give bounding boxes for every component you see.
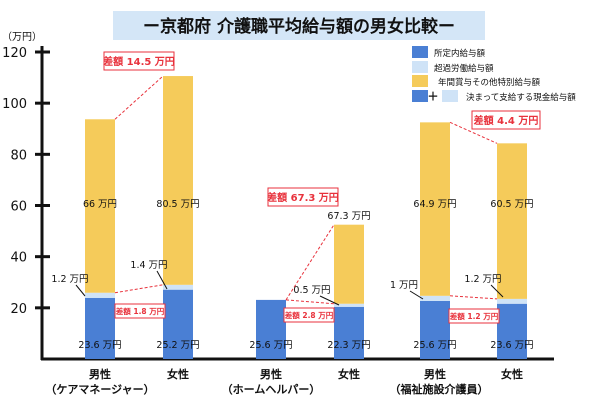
y-axis-unit: （万円） [2, 31, 42, 43]
leader-line [75, 284, 86, 297]
difference-box [283, 307, 335, 323]
base-salary-bar [163, 289, 193, 359]
difference-label: 差額 1.2 万円 [449, 311, 499, 321]
difference-dashed-line [449, 121, 498, 144]
x-category-gender: 女性 [167, 367, 189, 381]
legend-label: 超過労働給与額 [434, 63, 494, 74]
overtime-label: 1.2 万円 [464, 274, 501, 285]
bonus-label: 66 万円 [83, 199, 117, 210]
legend-label: 決まって支給する現金給与額 [466, 92, 576, 103]
difference-dashed-line [285, 299, 335, 305]
leader-line [490, 284, 504, 298]
difference-label: 差額 1.8 万円 [115, 306, 165, 316]
legend-swatch [412, 61, 428, 73]
overtime-bar [334, 303, 364, 307]
overtime-bar [85, 292, 115, 298]
overtime-label: 1.4 万円 [130, 260, 167, 271]
difference-box [114, 303, 166, 319]
legend-swatch [442, 90, 458, 102]
difference-box [267, 187, 339, 207]
legend-label: 所定内給与額 [434, 48, 486, 59]
x-category-occupation: （福祉施設介護員） [390, 382, 489, 396]
legend-swatch [412, 90, 428, 102]
overtime-label: 1 万円 [390, 280, 418, 291]
chart-title: ー京都府 介護職平均給与額の男女比較ー [143, 16, 455, 37]
x-category-gender: 男性 [260, 367, 282, 381]
y-tick-label: 100 [2, 97, 27, 112]
title-background [113, 11, 485, 40]
legend-swatch [412, 75, 428, 87]
difference-dashed-line [114, 75, 164, 120]
difference-label: 差額 2.8 万円 [284, 310, 334, 320]
base-salary-label: 25.6 万円 [413, 340, 456, 351]
base-salary-label: 25.2 万円 [156, 340, 199, 351]
x-category-gender: 女性 [501, 367, 523, 381]
bonus-label: 60.5 万円 [490, 199, 533, 210]
bonus-label: 67.3 万円 [327, 211, 370, 222]
difference-label: 差額 14.5 万円 [103, 55, 175, 68]
overtime-bar [420, 295, 450, 301]
x-category-occupation: （ケアマネージャー） [45, 383, 154, 396]
difference-box [448, 308, 500, 324]
x-category-gender: 男性 [424, 367, 446, 381]
base-salary-label: 23.6 万円 [490, 340, 533, 351]
overtime-bar [163, 284, 193, 290]
difference-box [471, 110, 541, 130]
x-category-gender: 男性 [89, 367, 111, 381]
bonus-label: 80.5 万円 [156, 199, 199, 210]
base-salary-bar [85, 297, 115, 359]
y-tick-label: 20 [10, 302, 27, 317]
leader-line [409, 290, 424, 300]
bonus-bar [497, 143, 527, 299]
difference-box [103, 51, 175, 71]
bonus-bar [85, 119, 115, 293]
bonus-bar [420, 122, 450, 296]
base-salary-bar [256, 299, 286, 359]
difference-dashed-line [114, 284, 164, 294]
overtime-bar [497, 298, 527, 304]
overtime-label: 0.5 万円 [293, 285, 330, 296]
difference-label: 差額 67.3 万円 [267, 191, 339, 204]
leader-line [319, 295, 340, 306]
y-tick-label: 60 [10, 200, 27, 215]
base-salary-label: 25.6 万円 [249, 340, 292, 351]
base-salary-bar [420, 300, 450, 359]
legend-swatch [412, 46, 428, 58]
difference-label: 差額 4.4 万円 [474, 114, 539, 127]
y-tick-label: 80 [10, 148, 27, 163]
bonus-label: 64.9 万円 [413, 199, 456, 210]
x-category-gender: 女性 [338, 367, 360, 381]
base-salary-label: 23.6 万円 [78, 340, 121, 351]
y-tick-label: 120 [2, 46, 27, 61]
base-salary-label: 22.3 万円 [327, 340, 370, 351]
difference-dashed-line [449, 295, 498, 300]
leader-line [156, 270, 168, 290]
bonus-bar [163, 76, 193, 285]
legend-label: 年間賞与その他特別給与額 [438, 77, 541, 88]
base-salary-bar [334, 306, 364, 359]
legend-plus: ＋ [428, 90, 439, 103]
x-category-occupation: （ホームヘルパー） [222, 383, 321, 396]
y-tick-label: 40 [10, 251, 27, 266]
overtime-label: 1.2 万円 [51, 274, 88, 285]
bonus-bar [334, 224, 364, 304]
base-salary-bar [497, 303, 527, 359]
